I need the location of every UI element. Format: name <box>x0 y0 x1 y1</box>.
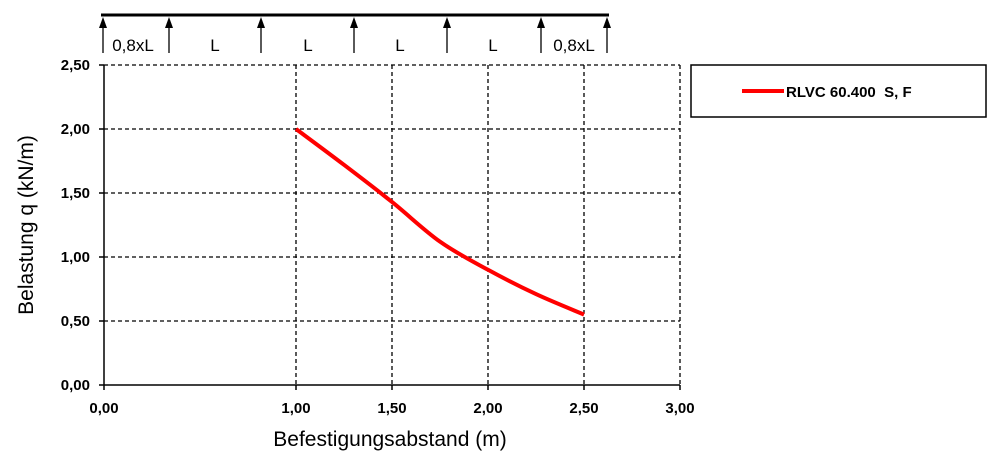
span-label-end-left: 0,8xL <box>112 36 154 55</box>
span-label-4: L <box>488 36 497 55</box>
support-arrow-1 <box>165 17 173 53</box>
x-tick-label-2: 1,50 <box>377 400 406 417</box>
plot-area: 0,00 1,00 1,50 2,00 2,50 3,00 0,00 0,50 1,00 1,5… <box>61 57 695 417</box>
span-label-1: L <box>210 36 219 55</box>
legend: RLVC 60.400 S, F <box>690 64 987 118</box>
support-arrow-3 <box>350 17 358 53</box>
x-tick-label-0: 0,00 <box>89 400 118 417</box>
support-arrow-4 <box>443 17 451 53</box>
support-arrow-2 <box>257 17 265 53</box>
y-axis-title: Belastung q (kN/m) <box>15 135 38 315</box>
y-tick-label-3: 1,50 <box>61 185 90 202</box>
span-label-2: L <box>303 36 312 55</box>
beam-supports <box>99 17 611 53</box>
y-tick-labels: 0,00 0,50 1,00 1,50 2,00 2,50 <box>61 57 90 394</box>
legend-box <box>690 64 987 118</box>
grid-lines <box>104 64 681 385</box>
span-label-3: L <box>395 36 404 55</box>
x-tick-label-5: 3,00 <box>665 400 694 417</box>
x-axis-title: Befestigungsabstand (m) <box>273 428 506 451</box>
legend-label: RLVC 60.400 S, F <box>786 84 912 101</box>
x-tick-label-1: 1,00 <box>281 400 310 417</box>
y-tick-label-0: 0,00 <box>61 377 90 394</box>
support-arrow-6 <box>603 17 611 53</box>
y-tick-label-4: 2,00 <box>61 121 90 138</box>
beam-diagram: 0,8xL L L L L 0,8xL <box>99 13 611 55</box>
support-arrow-5 <box>537 17 545 53</box>
y-tick-label-5: 2,50 <box>61 57 90 74</box>
support-arrow-0 <box>99 17 107 53</box>
series-lines <box>294 127 585 317</box>
y-tick-label-1: 0,50 <box>61 313 90 330</box>
series-line-0 <box>294 127 585 317</box>
span-label-end-right: 0,8xL <box>553 36 595 55</box>
x-tick-labels: 0,00 1,00 1,50 2,00 2,50 3,00 <box>89 400 694 417</box>
y-tick-label-2: 1,00 <box>61 249 90 266</box>
x-tick-label-3: 2,00 <box>473 400 502 417</box>
axes <box>99 64 681 390</box>
x-tick-label-4: 2,50 <box>569 400 598 417</box>
